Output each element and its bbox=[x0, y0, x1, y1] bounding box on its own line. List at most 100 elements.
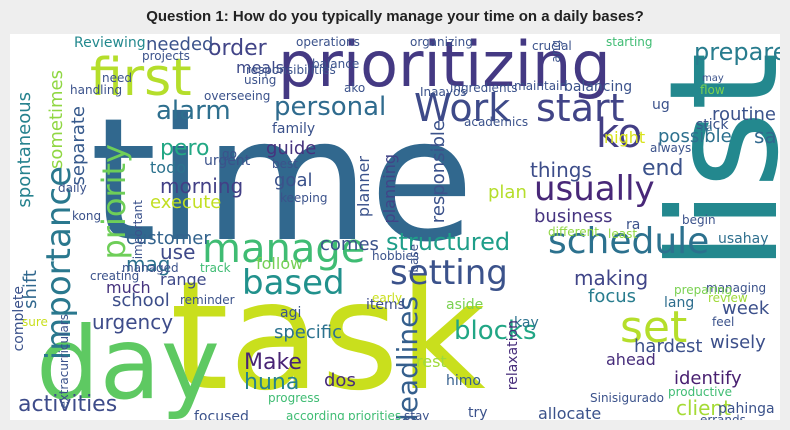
word-ako: ako bbox=[344, 81, 366, 95]
word-feel: feel bbox=[712, 315, 735, 329]
word-go: go bbox=[222, 147, 237, 161]
word-handling: handling bbox=[70, 83, 123, 97]
word-school: school bbox=[112, 290, 170, 311]
word-kong: kong bbox=[72, 209, 102, 223]
word-try: try bbox=[468, 405, 488, 420]
word-balance: balance bbox=[312, 57, 360, 71]
word-kay: kay bbox=[514, 315, 539, 331]
word-managing: managing bbox=[706, 281, 767, 295]
page-title: Question 1: How do you typically manage … bbox=[146, 8, 644, 25]
word-range: range bbox=[160, 270, 207, 289]
word-prioritizing: prioritizing bbox=[278, 34, 611, 101]
word-daily: daily bbox=[58, 181, 87, 195]
word-manage: manage bbox=[202, 226, 366, 272]
word-extracurriculars: extracurriculars bbox=[57, 314, 71, 409]
word-identify: identify bbox=[674, 368, 742, 389]
word-starting: starting bbox=[606, 35, 653, 49]
word-cloud: time task list day prioritizing manage schedul… bbox=[10, 34, 780, 420]
word-managed: managed bbox=[122, 261, 179, 275]
word-guide: guide bbox=[266, 138, 317, 159]
word-lang: lang bbox=[664, 295, 695, 311]
word-rest: rest bbox=[416, 352, 447, 371]
word-important: important bbox=[131, 200, 145, 260]
word-overseeing: overseeing bbox=[204, 89, 271, 103]
word-stay: stay bbox=[404, 409, 430, 420]
word-organizing: organizing bbox=[410, 35, 473, 49]
word-task: task bbox=[170, 250, 486, 420]
word-end: end bbox=[642, 156, 684, 181]
word-work: Work bbox=[414, 86, 511, 130]
word-maintain: maintain bbox=[514, 79, 567, 93]
word-agi: agi bbox=[280, 305, 302, 321]
word-priorities: priorities bbox=[348, 409, 402, 420]
word-blocks: blocks bbox=[454, 316, 537, 346]
word-activities: activities bbox=[18, 392, 118, 417]
word-focus: focus bbox=[588, 286, 637, 307]
word-ra: ra bbox=[626, 217, 641, 233]
word-keeping: keeping bbox=[280, 191, 328, 205]
word-sure: sure bbox=[22, 315, 48, 329]
word-routine: routine bbox=[712, 104, 776, 125]
word-least: least bbox=[608, 227, 638, 241]
word-creating: creating bbox=[90, 269, 140, 283]
word-progress: progress bbox=[268, 391, 320, 405]
word-base: base bbox=[407, 244, 421, 273]
word-relaxation: relaxation bbox=[505, 320, 521, 391]
word-goal: goal bbox=[274, 170, 313, 191]
word-may: may bbox=[702, 73, 724, 84]
word-start: start bbox=[536, 86, 625, 130]
word-order: order bbox=[208, 36, 267, 61]
word-first: first bbox=[90, 48, 192, 108]
word-time: time bbox=[90, 82, 475, 280]
word-use: use bbox=[160, 240, 196, 264]
word-make: Make bbox=[244, 350, 302, 375]
word-making: making bbox=[574, 266, 649, 290]
word-much: much bbox=[106, 278, 151, 297]
word-possible: possible bbox=[658, 126, 732, 147]
word-todo: todo bbox=[150, 158, 187, 177]
word-structured: structured bbox=[386, 228, 511, 256]
word-preparing: preparing bbox=[674, 283, 733, 297]
word-specific: specific bbox=[274, 322, 343, 343]
word-best: best bbox=[272, 157, 298, 171]
word-planner: planner bbox=[354, 156, 373, 218]
word-ang: ang bbox=[549, 40, 563, 63]
word-needed: needed bbox=[146, 34, 214, 55]
word-stick: stick bbox=[696, 117, 729, 133]
word-separate: separate bbox=[68, 106, 89, 186]
word-comes: comes bbox=[320, 234, 379, 255]
word-wisely: wisely bbox=[710, 332, 766, 353]
word-allocate: allocate bbox=[538, 404, 602, 421]
word-hobbies: hobbies bbox=[372, 249, 420, 263]
word-aside: aside bbox=[446, 297, 484, 313]
word-na: na bbox=[700, 123, 713, 134]
word-set: set bbox=[620, 302, 688, 353]
word-execute: execute bbox=[150, 192, 222, 213]
word-business: business bbox=[534, 206, 613, 227]
word-projects: projects bbox=[142, 49, 190, 63]
word-week: week bbox=[722, 298, 770, 319]
word-urgent: urgent bbox=[204, 153, 251, 169]
word-planning: planning bbox=[380, 154, 399, 224]
word-meals: meals bbox=[236, 58, 285, 77]
word-reminder: reminder bbox=[180, 293, 235, 307]
word-ug: ug bbox=[652, 97, 670, 113]
word-track: track bbox=[200, 261, 231, 275]
word-setting: setting bbox=[390, 253, 508, 293]
word-urgency: urgency bbox=[92, 310, 174, 334]
word-family: family bbox=[272, 121, 316, 137]
word-things: things bbox=[530, 158, 592, 182]
word-items: items bbox=[366, 297, 405, 313]
word-responsible: responsible bbox=[428, 120, 449, 224]
word-reviewing: Reviewing bbox=[74, 35, 146, 51]
word-errands: errands bbox=[700, 413, 746, 420]
word-hardest: hardest bbox=[634, 336, 703, 357]
word-alarm: alarm bbox=[156, 96, 231, 126]
word-prepare: prepare bbox=[694, 38, 780, 66]
word-early: early bbox=[372, 291, 403, 305]
word-schedule: schedule bbox=[548, 221, 710, 262]
word-need: need bbox=[102, 71, 132, 85]
word-according: according bbox=[286, 409, 345, 420]
word-sometimes: sometimes bbox=[46, 70, 67, 170]
word-himo: himo bbox=[446, 373, 481, 389]
